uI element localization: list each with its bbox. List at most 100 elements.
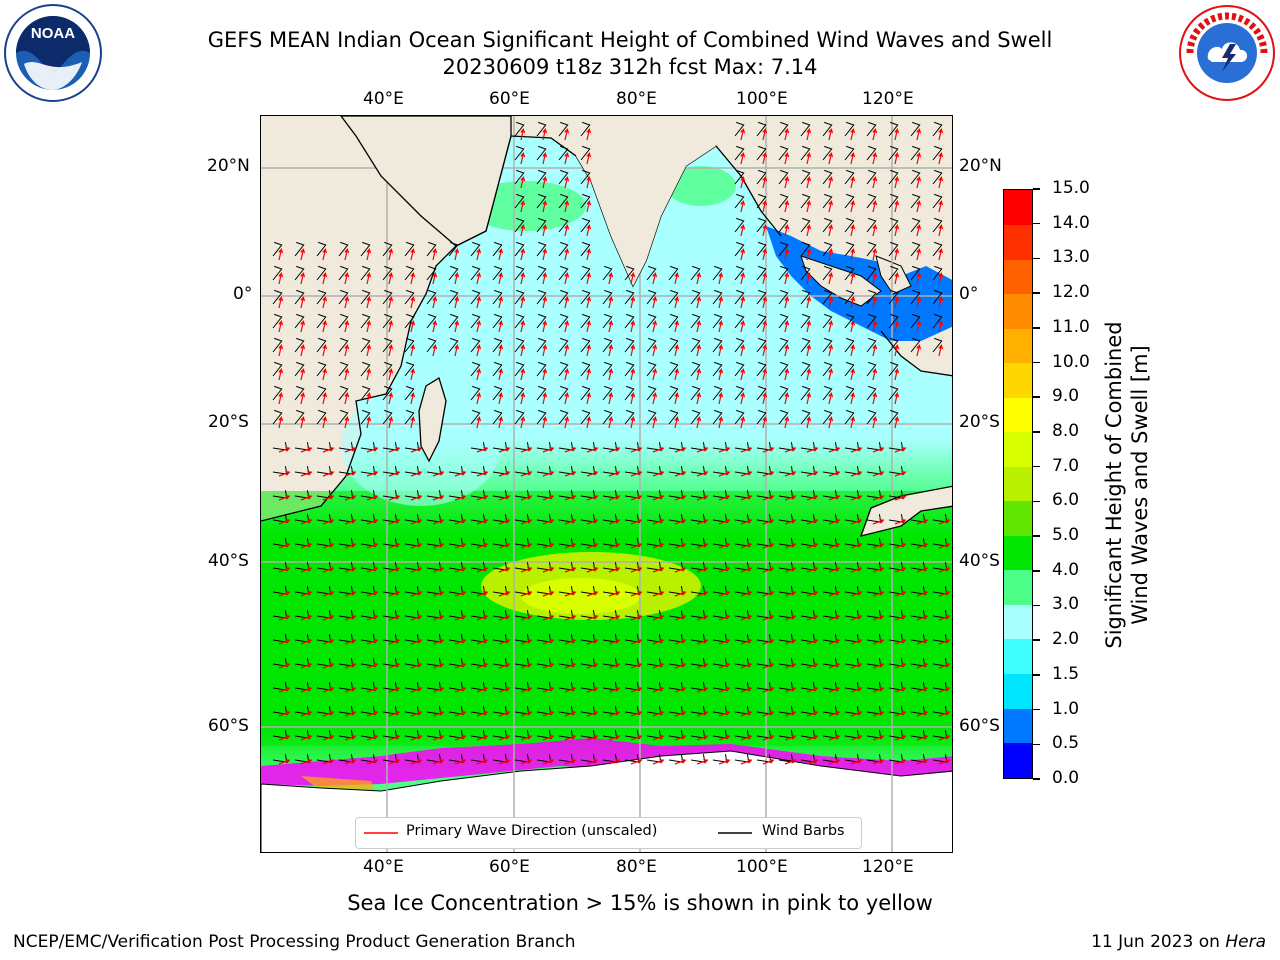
colorbar-tick-label: 7.0 (1052, 455, 1080, 476)
wind-barb (536, 385, 547, 401)
wind-barb (272, 754, 288, 763)
wind-barb (338, 265, 349, 281)
wind-barb (580, 538, 596, 547)
wind-barb (514, 361, 525, 377)
wave-direction-arrow (630, 735, 643, 741)
wind-barb (426, 658, 442, 667)
wind-barb (844, 409, 855, 425)
wind-barb (580, 265, 591, 281)
wave-direction-arrow (630, 471, 643, 477)
wind-barb (756, 289, 767, 305)
wind-barb (426, 514, 442, 523)
wave-direction-arrow (476, 639, 489, 645)
wind-barb (470, 634, 486, 643)
wind-barb (536, 754, 552, 763)
wind-barb (932, 313, 943, 329)
wind-barb (668, 313, 679, 329)
wave-direction-arrow (894, 248, 900, 261)
wind-barb (822, 289, 833, 305)
wind-barb (360, 634, 376, 643)
wind-barb (536, 265, 547, 281)
wind-barb (844, 682, 860, 691)
wave-direction-arrow (278, 711, 291, 717)
colorbar-segment (1004, 500, 1032, 536)
wave-direction-arrow (366, 296, 372, 309)
wave-direction-arrow (806, 392, 812, 405)
wind-barb (734, 385, 745, 401)
wave-direction-arrow (278, 615, 291, 621)
wave-direction-arrow (476, 368, 482, 381)
wave-direction-arrow (784, 320, 790, 333)
wind-barb (822, 337, 833, 353)
wave-direction-arrow (740, 320, 746, 333)
wind-barb (910, 514, 926, 523)
wind-barb (558, 586, 574, 595)
wind-barb (294, 682, 310, 691)
wave-direction-arrow (806, 735, 819, 741)
wave-direction-arrow (410, 639, 423, 645)
wave-direction-arrow (652, 272, 658, 285)
wave-direction-arrow (850, 471, 863, 477)
wind-barb (272, 514, 288, 523)
colorbar-tick-mark (1033, 465, 1040, 468)
wind-barb (558, 490, 574, 499)
wave-direction-arrow (410, 759, 423, 765)
wind-barb (404, 610, 420, 619)
wave-direction-arrow (696, 368, 702, 381)
wind-barb (514, 217, 525, 233)
wind-barb (360, 682, 376, 691)
wave-direction-arrow (410, 392, 416, 405)
wave-direction-arrow (300, 735, 313, 741)
wave-direction-arrow (938, 591, 951, 597)
wind-barb (866, 337, 877, 353)
wave-direction-arrow (784, 128, 790, 141)
wind-barb (448, 706, 464, 715)
wind-barb (492, 610, 508, 619)
wave-direction-arrow (520, 272, 526, 285)
wave-direction-arrow (674, 320, 680, 333)
wind-barb (888, 466, 904, 475)
wind-barb (844, 706, 860, 715)
wind-barb (624, 658, 640, 667)
wave-direction-arrow (784, 687, 797, 693)
wind-barb (294, 658, 310, 667)
wind-barb (404, 313, 415, 329)
wind-barb (338, 634, 354, 643)
wave-direction-arrow (388, 416, 394, 429)
wave-direction-arrow (300, 663, 313, 669)
wind-barb (668, 586, 684, 595)
wind-barb (844, 610, 860, 619)
wave-direction-arrow (410, 687, 423, 693)
wind-barb (602, 634, 618, 643)
wind-barb (316, 490, 332, 499)
wave-direction-arrow (784, 272, 790, 285)
wave-direction-arrow (718, 663, 731, 669)
wave-direction-arrow (410, 320, 416, 333)
wave-direction-arrow (322, 735, 335, 741)
wind-barb (712, 409, 723, 425)
wind-barb (470, 514, 486, 523)
wave-direction-arrow (278, 735, 291, 741)
wind-barb (646, 706, 662, 715)
wind-barb (448, 658, 464, 667)
wave-direction-arrow (828, 416, 834, 429)
lon-label-bottom-100e: 100°E (736, 857, 788, 877)
wind-barb (756, 121, 767, 137)
wind-barb (338, 313, 349, 329)
wave-direction-arrow (586, 567, 599, 573)
wave-direction-arrow (850, 344, 856, 357)
wave-direction-arrow (300, 416, 306, 429)
wind-barb (470, 442, 486, 451)
wave-direction-arrow (894, 447, 907, 453)
wind-barb (272, 610, 288, 619)
colorbar-segment (1004, 638, 1032, 674)
wind-barb (558, 754, 574, 763)
wind-barb (778, 562, 794, 571)
wind-barb (272, 706, 288, 715)
wind-barb (316, 466, 332, 475)
wind-barb (756, 466, 772, 475)
colorbar-segment (1004, 673, 1032, 709)
wind-barb (602, 385, 613, 401)
wind-barb (734, 562, 750, 571)
wind-barb (822, 706, 838, 715)
